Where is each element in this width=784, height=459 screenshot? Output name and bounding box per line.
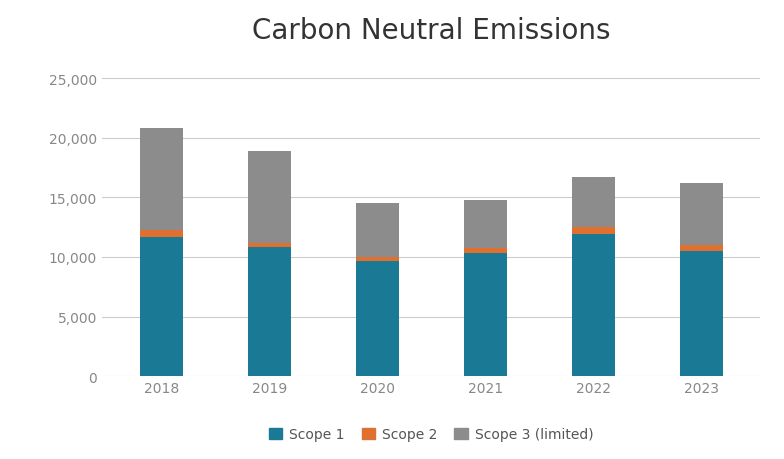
- Bar: [356, 261, 399, 376]
- Bar: [572, 228, 615, 235]
- Bar: [572, 235, 615, 376]
- Bar: [356, 257, 399, 261]
- Bar: [140, 230, 183, 237]
- Legend: Scope 1, Scope 2, Scope 3 (limited): Scope 1, Scope 2, Scope 3 (limited): [263, 422, 600, 447]
- Bar: [572, 178, 615, 228]
- Bar: [356, 204, 399, 257]
- Bar: [140, 129, 183, 230]
- Bar: [248, 244, 291, 248]
- Bar: [680, 246, 723, 252]
- Bar: [463, 254, 506, 376]
- Bar: [463, 201, 506, 248]
- Bar: [248, 248, 291, 376]
- Title: Carbon Neutral Emissions: Carbon Neutral Emissions: [252, 17, 611, 45]
- Bar: [463, 248, 506, 254]
- Bar: [140, 237, 183, 376]
- Bar: [248, 151, 291, 244]
- Bar: [680, 252, 723, 376]
- Bar: [680, 184, 723, 246]
